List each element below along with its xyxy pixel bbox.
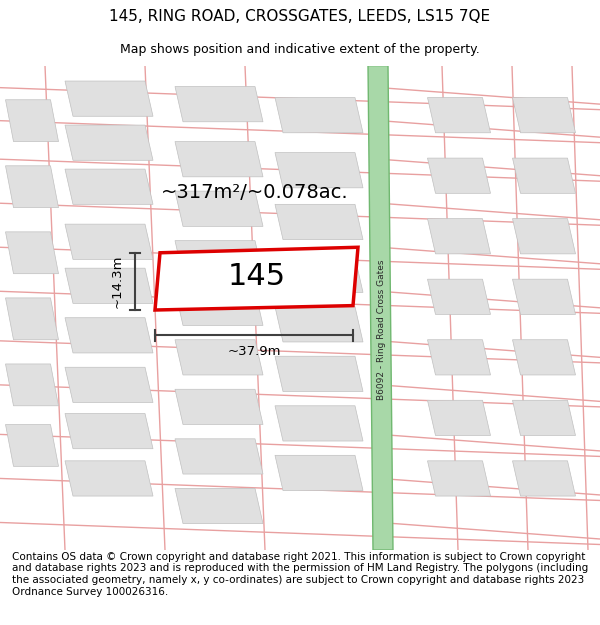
Polygon shape	[65, 368, 153, 402]
Polygon shape	[155, 248, 358, 310]
Polygon shape	[65, 461, 153, 496]
Polygon shape	[5, 298, 59, 340]
Polygon shape	[175, 340, 263, 375]
Polygon shape	[275, 307, 363, 342]
Polygon shape	[427, 340, 491, 375]
Polygon shape	[512, 461, 575, 496]
Polygon shape	[65, 169, 153, 204]
Polygon shape	[512, 219, 575, 254]
Text: 145: 145	[228, 262, 286, 291]
Text: B6092 - Ring Road Cross Gates: B6092 - Ring Road Cross Gates	[377, 259, 386, 400]
Polygon shape	[175, 488, 263, 524]
Polygon shape	[275, 98, 363, 132]
Polygon shape	[5, 424, 59, 466]
Text: Contains OS data © Crown copyright and database right 2021. This information is : Contains OS data © Crown copyright and d…	[12, 552, 588, 597]
Polygon shape	[175, 290, 263, 326]
Polygon shape	[175, 142, 263, 177]
Polygon shape	[275, 356, 363, 391]
Polygon shape	[175, 86, 263, 122]
Polygon shape	[275, 257, 363, 292]
Polygon shape	[5, 364, 59, 406]
Polygon shape	[512, 98, 575, 132]
Polygon shape	[512, 400, 575, 436]
Polygon shape	[65, 81, 153, 116]
Polygon shape	[175, 241, 263, 276]
Polygon shape	[368, 66, 393, 550]
Polygon shape	[65, 414, 153, 449]
Polygon shape	[512, 279, 575, 314]
Polygon shape	[427, 279, 491, 314]
Polygon shape	[65, 224, 153, 259]
Polygon shape	[5, 166, 59, 208]
Polygon shape	[65, 268, 153, 303]
Text: ~37.9m: ~37.9m	[227, 346, 281, 358]
Polygon shape	[275, 204, 363, 239]
Polygon shape	[175, 191, 263, 226]
Text: 145, RING ROAD, CROSSGATES, LEEDS, LS15 7QE: 145, RING ROAD, CROSSGATES, LEEDS, LS15 …	[109, 9, 491, 24]
Text: ~317m²/~0.078ac.: ~317m²/~0.078ac.	[161, 182, 349, 202]
Polygon shape	[427, 461, 491, 496]
Polygon shape	[5, 100, 59, 142]
Polygon shape	[65, 125, 153, 160]
Polygon shape	[275, 406, 363, 441]
Polygon shape	[175, 389, 263, 424]
Polygon shape	[175, 439, 263, 474]
Polygon shape	[275, 152, 363, 188]
Polygon shape	[275, 456, 363, 491]
Polygon shape	[65, 318, 153, 353]
Polygon shape	[512, 340, 575, 375]
Text: Map shows position and indicative extent of the property.: Map shows position and indicative extent…	[120, 42, 480, 56]
Polygon shape	[512, 158, 575, 193]
Polygon shape	[5, 232, 59, 274]
Polygon shape	[427, 98, 491, 132]
Polygon shape	[427, 400, 491, 436]
Polygon shape	[427, 158, 491, 193]
Polygon shape	[427, 219, 491, 254]
Text: ~14.3m: ~14.3m	[110, 254, 124, 308]
